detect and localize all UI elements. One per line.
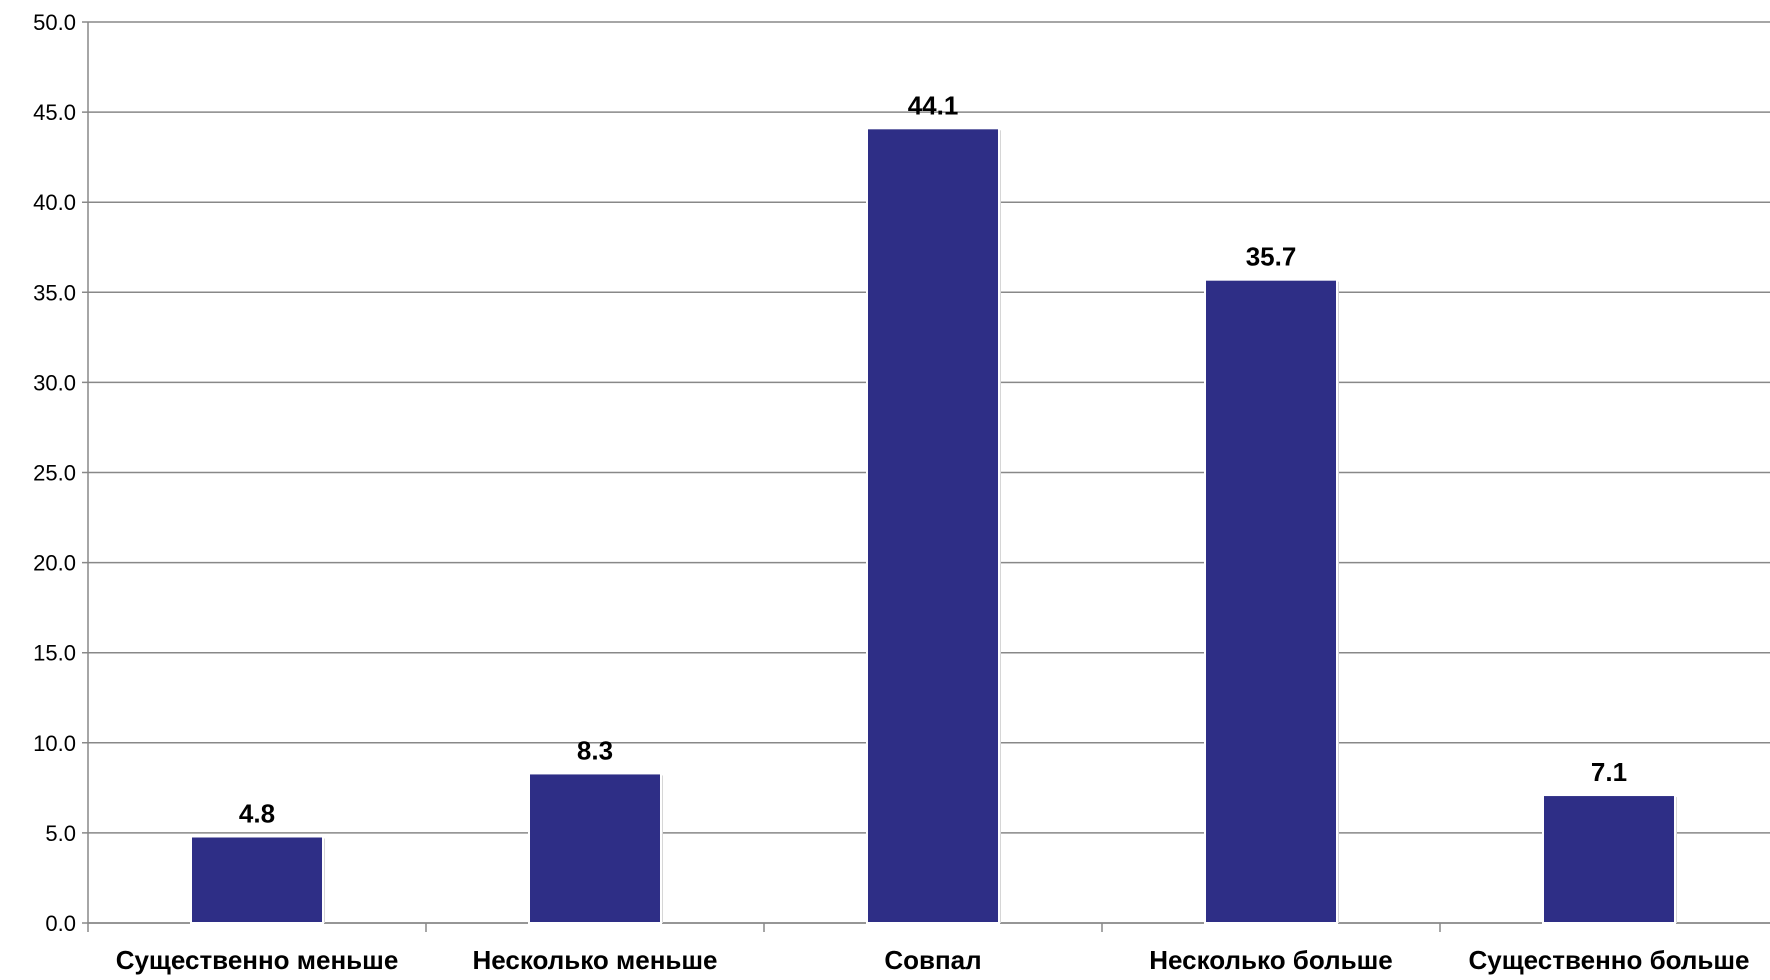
bar xyxy=(190,835,324,925)
y-tick-label: 45.0 xyxy=(33,100,76,125)
y-tick-label: 0.0 xyxy=(45,911,76,936)
x-tick-label: Несколько меньше xyxy=(472,945,717,975)
x-tick-label: Существенно больше xyxy=(1468,945,1749,975)
x-tick-label: Совпал xyxy=(884,945,981,975)
bar xyxy=(528,772,662,925)
data-label: 8.3 xyxy=(577,735,613,765)
data-label: 44.1 xyxy=(908,90,959,120)
data-label: 35.7 xyxy=(1246,242,1297,272)
bar xyxy=(1204,278,1338,925)
y-tick-label: 25.0 xyxy=(33,461,76,486)
bar xyxy=(1542,794,1676,924)
y-tick-label: 50.0 xyxy=(33,10,76,35)
bar xyxy=(866,127,1000,924)
x-tick-label: Несколько больше xyxy=(1149,945,1392,975)
y-tick-label: 15.0 xyxy=(33,641,76,666)
y-tick-label: 10.0 xyxy=(33,731,76,756)
data-label: 4.8 xyxy=(239,799,275,829)
y-tick-label: 20.0 xyxy=(33,551,76,576)
y-tick-label: 40.0 xyxy=(33,190,76,215)
x-tick-label: Существенно меньше xyxy=(116,945,399,975)
data-label: 7.1 xyxy=(1591,757,1627,787)
y-tick-label: 30.0 xyxy=(33,370,76,395)
y-tick-label: 35.0 xyxy=(33,280,76,305)
labels: 0.0 5.0 10.0 15.0 20.0 25.0 30.0 35.0 40.0 45.0 50… xyxy=(33,10,1749,975)
y-tick-label: 5.0 xyxy=(45,821,76,846)
bars xyxy=(190,127,1677,925)
